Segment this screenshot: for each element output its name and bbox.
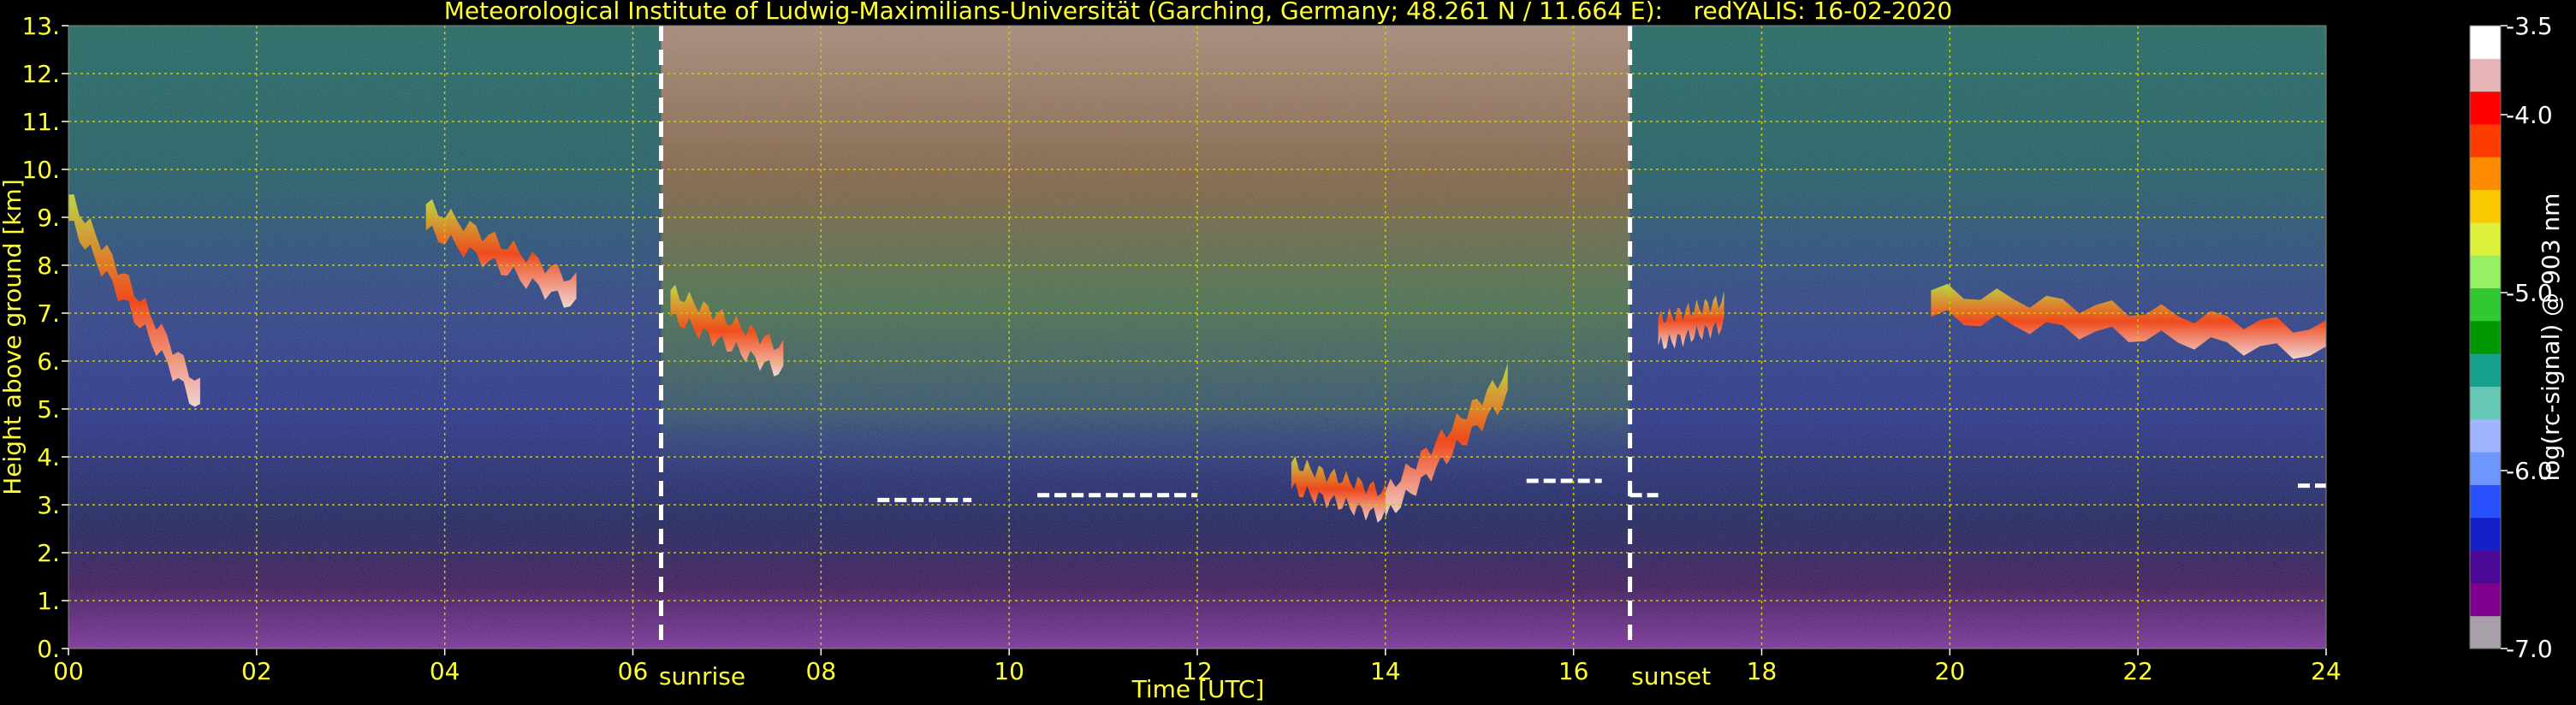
colorbar-swatch <box>2470 91 2501 125</box>
cloud-layer <box>1931 283 2326 359</box>
colorbar-swatch <box>2470 386 2501 420</box>
sunset-label: sunset <box>1631 662 1711 690</box>
colorbar-frame <box>2469 25 2502 649</box>
colorbar-swatch <box>2470 517 2501 551</box>
colorbar-swatch <box>2470 452 2501 485</box>
x-tick-label: 04 <box>430 657 460 685</box>
y-tick-label: 13. <box>21 12 60 40</box>
y-tick-label: 11. <box>21 108 60 136</box>
y-tick-label: 10. <box>21 156 60 184</box>
x-tick-label: 14 <box>1370 657 1401 685</box>
colorbar: -3.5 -4.0 -5.0 -6.0 -7.0 log(rc-signal) @ 90… <box>2469 12 2565 663</box>
y-tick-label: 6. <box>37 347 60 376</box>
x-tick-label: 18 <box>1747 657 1778 685</box>
colorbar-swatch <box>2470 255 2501 289</box>
y-tick-label: 2. <box>37 539 60 567</box>
colorbar-swatch <box>2470 353 2501 387</box>
x-axis-ticks: 00 02 04 06 08 10 12 14 16 18 20 22 24 <box>53 649 2342 685</box>
colorbar-tick-label: -3.5 <box>2506 12 2553 40</box>
colorbar-swatch <box>2470 418 2501 453</box>
y-tick-label: 7. <box>37 299 60 328</box>
grid <box>68 26 2326 649</box>
colorbar-tick-label: -6.0 <box>2506 457 2553 485</box>
colorbar-swatch <box>2470 320 2501 354</box>
plot-area: sunrise sunset <box>68 25 2327 690</box>
colorbar-swatch <box>2470 550 2501 584</box>
chart-title: Meteorological Institute of Ludwig-Maxim… <box>444 0 1952 25</box>
cloud-layer <box>670 284 784 377</box>
y-tick-label: 12. <box>21 60 60 88</box>
x-tick-label: 02 <box>241 657 272 685</box>
y-tick-label: 5. <box>37 395 60 424</box>
colorbar-swatch <box>2470 123 2501 157</box>
y-tick-label: 8. <box>37 252 60 280</box>
sunrise-label: sunrise <box>659 662 745 690</box>
y-tick-label: 9. <box>37 204 60 232</box>
x-tick-label: 08 <box>806 657 837 685</box>
colorbar-label: log(rc-signal) @ 903 nm <box>2537 193 2565 482</box>
colorbar-tick-label: -4.0 <box>2506 101 2553 129</box>
x-tick-label: 06 <box>618 657 649 685</box>
colorbar-swatch <box>2470 287 2501 322</box>
colorbar-swatch <box>2470 189 2501 223</box>
colorbar-swatch <box>2470 157 2501 191</box>
x-axis-label: Time [UTC] <box>1131 675 1265 703</box>
x-tick-label: 20 <box>1935 657 1966 685</box>
x-tick-label: 24 <box>2311 657 2342 685</box>
y-axis-label: Height above ground [km] <box>0 179 27 495</box>
x-tick-label: 10 <box>994 657 1024 685</box>
cloud-layer <box>68 194 200 407</box>
colorbar-swatch <box>2470 58 2501 92</box>
y-axis-ticks: 0. 1. 2. 3. 4. 5. 6. 7. 8. 9. 10. 11. 12. 13. <box>21 12 68 663</box>
y-tick-label: 3. <box>37 491 60 519</box>
y-tick-label: 0. <box>37 635 60 663</box>
colorbar-swatch <box>2470 484 2501 518</box>
cloud-layer <box>1291 455 1386 523</box>
x-tick-label: 22 <box>2122 657 2153 685</box>
colorbar-tick-label: -7.0 <box>2506 635 2553 663</box>
y-tick-label: 1. <box>37 587 60 615</box>
y-tick-label: 4. <box>37 443 60 471</box>
x-tick-label: 16 <box>1558 657 1589 685</box>
cloud-layer <box>1658 291 1724 350</box>
x-tick-label: 12 <box>1182 657 1213 685</box>
colorbar-swatch <box>2470 26 2501 59</box>
cloud-layer <box>425 198 577 308</box>
colorbar-swatch <box>2470 222 2501 256</box>
colorbar-tick-label: -5.0 <box>2506 279 2553 307</box>
colorbar-swatch <box>2470 615 2501 649</box>
x-tick-label: 00 <box>53 657 84 685</box>
cloud-layer <box>1385 363 1508 518</box>
colorbar-swatch <box>2470 583 2501 617</box>
